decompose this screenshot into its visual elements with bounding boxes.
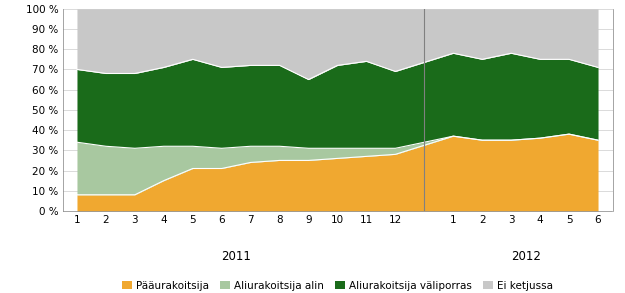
Text: 2012: 2012 [511, 250, 541, 263]
Text: 2011: 2011 [221, 250, 251, 263]
Legend: Pääurakoitsija, Aliurakoitsija alin, Aliurakoitsija väliporras, Ei ketjussa: Pääurakoitsija, Aliurakoitsija alin, Ali… [118, 277, 558, 293]
